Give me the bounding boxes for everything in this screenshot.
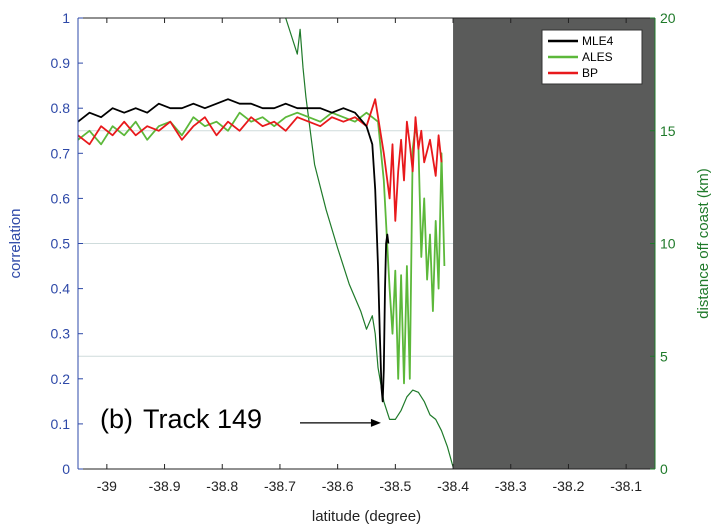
y-right-tick-label: 15 [660, 123, 676, 139]
legend-label-ales: ALES [582, 50, 613, 64]
y-right-tick-label: 10 [660, 236, 676, 252]
x-tick-label: -39 [97, 478, 117, 494]
legend-label-bp: BP [582, 66, 598, 80]
y-left-tick-label: 0.6 [51, 190, 71, 206]
x-axis-label: latitude (degree) [312, 508, 421, 525]
y-left-tick-label: 0.7 [51, 145, 71, 161]
y-left-tick-label: 1 [62, 10, 70, 26]
series-lines [77, 17, 454, 467]
series-line-ales [77, 111, 446, 385]
y-axis-right-label: distance off coast (km) [695, 168, 712, 319]
land-shading [453, 18, 655, 469]
land-region [453, 18, 655, 469]
y-left-tick-label: 0.3 [51, 326, 71, 342]
y-left-tick-label: 0 [62, 461, 70, 477]
x-tick-label: -38.1 [610, 478, 642, 494]
annotation-text: Track 149 [143, 404, 262, 434]
annotation-label: (b) [100, 404, 133, 434]
legend: MLE4 ALES BP [541, 29, 643, 85]
x-tick-label: -38.9 [149, 478, 181, 494]
x-tick-label: -38.3 [495, 478, 527, 494]
x-tick-label: -38.6 [322, 478, 354, 494]
y-left-tick-label: 0.9 [51, 55, 71, 71]
y-right-tick-label: 20 [660, 10, 676, 26]
y-left-tick-label: 0.1 [51, 416, 71, 432]
annotation: (b) Track 149 [100, 404, 381, 434]
y-left-tick-label: 0.2 [51, 371, 71, 387]
x-tick-label: -38.7 [264, 478, 296, 494]
series-line-distance [285, 17, 454, 467]
legend-label-mle4: MLE4 [582, 34, 614, 48]
y-right-tick-label: 0 [660, 461, 668, 477]
y-axis-left-label: correlation [7, 208, 24, 278]
x-tick-label: -38.2 [552, 478, 584, 494]
series-line-mle4 [77, 98, 390, 403]
y-left-tick-label: 0.8 [51, 100, 71, 116]
y-left-tick-label: 0.5 [51, 236, 71, 252]
series-line-bp [77, 98, 443, 222]
y-left-tick-label: 0.4 [51, 281, 71, 297]
tick-labels: -39 -38.9 -38.8 -38.7 -38.6 -38.5 -38.4 -38.3 -3… [51, 10, 676, 494]
annotation-arrow-head [370, 418, 381, 427]
x-tick-label: -38.8 [206, 478, 238, 494]
x-tick-label: -38.4 [437, 478, 469, 494]
y-right-tick-label: 5 [660, 348, 668, 364]
x-tick-label: -38.5 [379, 478, 411, 494]
